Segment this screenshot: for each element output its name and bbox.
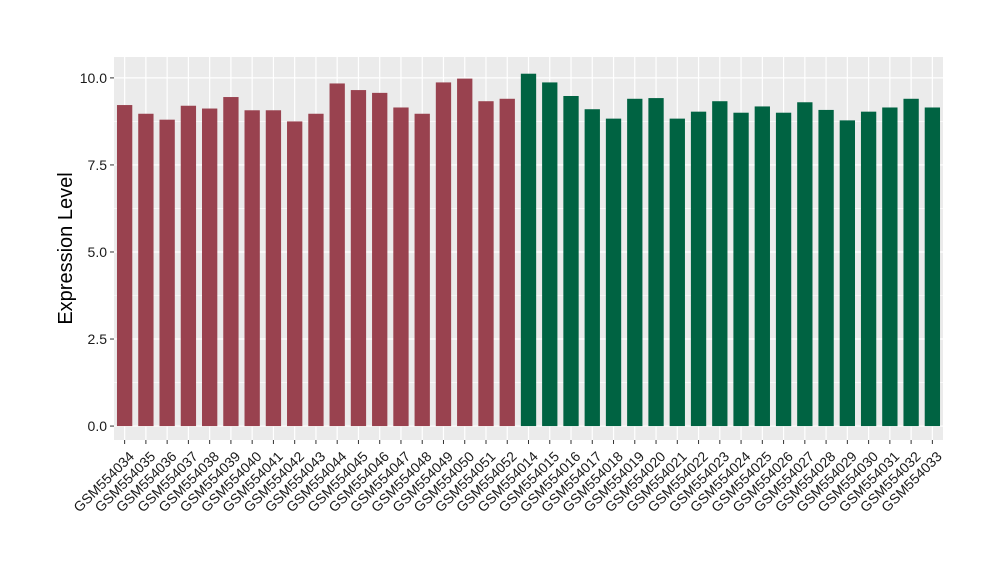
bar-GSM554040 [244, 110, 260, 427]
bar-GSM554029 [839, 120, 855, 427]
bar-GSM554039 [223, 97, 239, 427]
bar-GSM554023 [712, 101, 728, 427]
bar-GSM554044 [329, 83, 345, 427]
bar-GSM554022 [690, 111, 707, 427]
y-tick-label: 7.5 [88, 157, 108, 173]
bar-GSM554052 [499, 98, 515, 427]
bar-GSM554017 [584, 109, 600, 427]
bar-GSM554036 [159, 119, 175, 427]
bar-GSM554018 [605, 118, 622, 427]
y-tick-label: 10.0 [80, 70, 107, 86]
bar-GSM554024 [733, 112, 749, 427]
y-axis: 0.0 2.5 5.0 7.5 10.0 [80, 70, 114, 434]
bar-GSM554035 [138, 113, 154, 427]
bar-GSM554015 [542, 82, 558, 427]
bar-GSM554027 [797, 102, 813, 427]
bar-GSM554050 [457, 78, 473, 427]
y-tick-label: 0.0 [88, 418, 108, 434]
bar-GSM554031 [882, 107, 898, 427]
bar-GSM554043 [308, 113, 324, 427]
bar-GSM554019 [627, 98, 643, 427]
bar-GSM554032 [903, 98, 919, 427]
bar-GSM554014 [520, 73, 537, 427]
bar-GSM554045 [350, 90, 367, 427]
bar-GSM554026 [775, 112, 792, 427]
bar-GSM554048 [414, 113, 430, 427]
bar-GSM554051 [478, 101, 494, 427]
y-tick-label: 2.5 [88, 331, 108, 347]
bar-GSM554038 [202, 108, 218, 427]
bar-GSM554030 [860, 111, 877, 427]
bar-GSM554033 [924, 107, 941, 427]
bar-GSM554047 [393, 107, 409, 427]
y-axis-title: Expression Level [55, 172, 77, 324]
bars [116, 73, 941, 427]
bar-GSM554049 [435, 82, 452, 427]
bar-GSM554037 [180, 105, 197, 427]
bar-GSM554020 [648, 98, 664, 427]
x-axis: GSM554034GSM554035GSM554036GSM554037GSM5… [70, 440, 945, 515]
bar-GSM554021 [669, 118, 685, 427]
bar-GSM554046 [372, 92, 388, 427]
bar-GSM554025 [754, 106, 770, 427]
bar-GSM554041 [265, 110, 282, 427]
bar-GSM554042 [287, 121, 303, 427]
bar-GSM554034 [116, 105, 133, 427]
bar-GSM554016 [563, 95, 579, 427]
y-tick-label: 5.0 [88, 244, 108, 260]
bar-GSM554028 [818, 109, 834, 427]
